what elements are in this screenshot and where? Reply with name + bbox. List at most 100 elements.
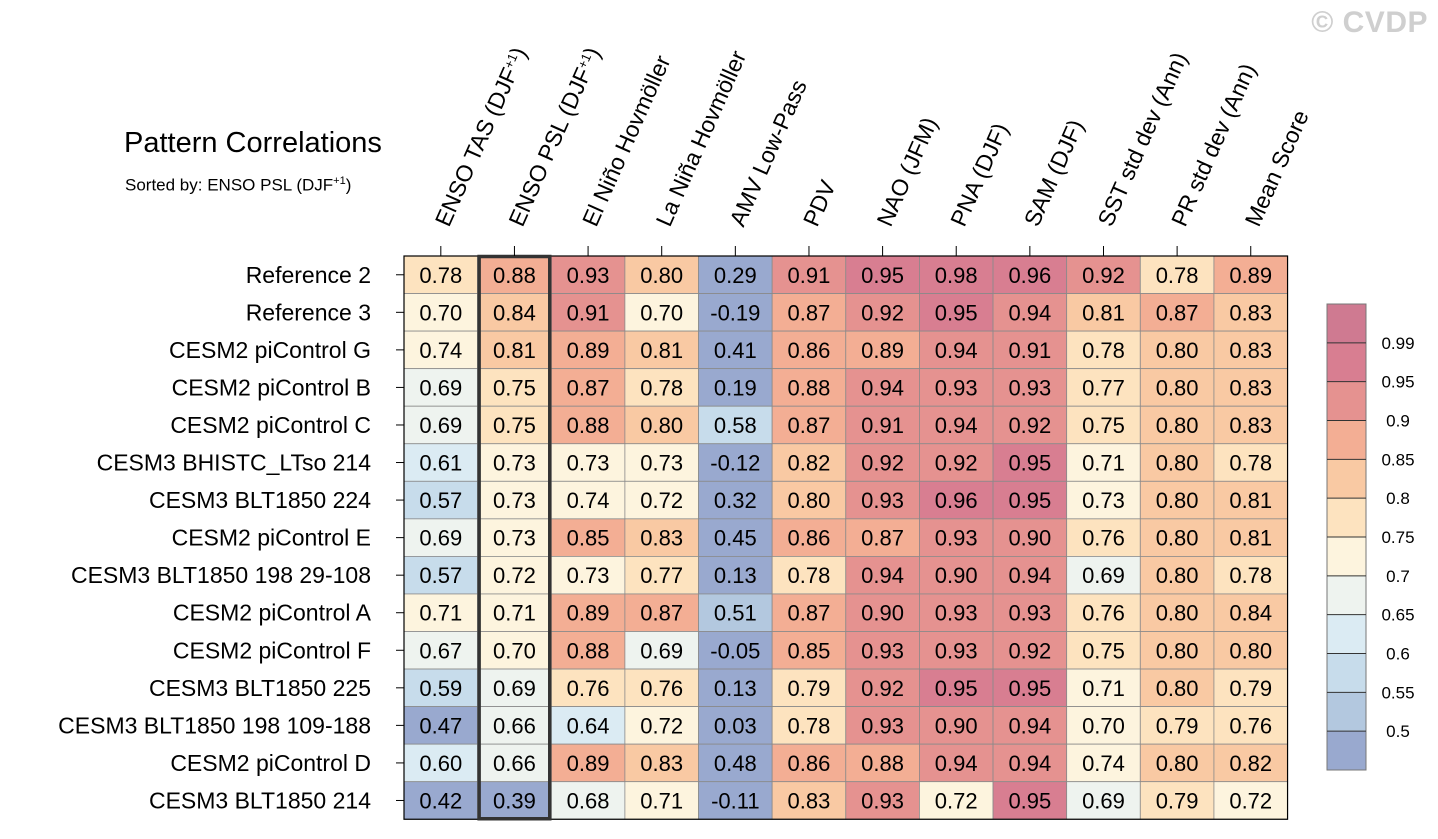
- heatmap-cell: [992, 631, 1068, 670]
- cell-value: 0.19: [714, 375, 757, 400]
- heatmap-cell: [550, 781, 626, 820]
- cell-value: 0.92: [861, 451, 904, 476]
- cell-value: 0.75: [1082, 413, 1125, 438]
- cell-value: 0.90: [935, 713, 978, 738]
- heatmap-cell: [1139, 480, 1215, 520]
- cell-value: -0.12: [710, 451, 760, 476]
- cell-value: 0.92: [861, 676, 904, 701]
- cell-value: 0.80: [1156, 563, 1199, 588]
- cell-value: 0.90: [935, 563, 978, 588]
- heatmap-cell: [403, 518, 479, 557]
- heatmap-cell: [919, 518, 994, 557]
- heatmap-cell: [1139, 593, 1215, 632]
- cell-value: 0.47: [419, 713, 462, 738]
- heatmap-cell: [550, 330, 626, 370]
- heatmap-cell: [477, 405, 552, 445]
- cell-value: 0.29: [714, 263, 757, 288]
- colorbar-bin: [1327, 304, 1366, 343]
- cell-value: 0.66: [493, 751, 536, 776]
- heatmap-cell: [992, 405, 1068, 445]
- cell-value: 0.80: [788, 488, 831, 513]
- cell-value: 0.57: [419, 488, 462, 513]
- heatmap-cell: [1139, 405, 1215, 445]
- cell-value: 0.75: [1082, 638, 1125, 663]
- cell-value: 0.93: [935, 526, 978, 551]
- cell-value: 0.94: [1008, 751, 1051, 776]
- cell-value: 0.91: [788, 263, 831, 288]
- heatmap-cell: [1139, 556, 1215, 595]
- colorbar-label: 0.65: [1381, 606, 1414, 625]
- heatmap-cell: [845, 293, 920, 332]
- cell-value: 0.75: [493, 413, 536, 438]
- column-label-superscript: +1: [500, 51, 520, 71]
- cell-value: 0.60: [419, 751, 462, 776]
- cell-value: 0.75: [493, 375, 536, 400]
- cell-value: 0.73: [640, 451, 683, 476]
- subtitle-close: ): [345, 175, 352, 195]
- cell-value: 0.83: [788, 788, 831, 813]
- cell-value: 0.87: [788, 300, 831, 325]
- cell-value: 0.81: [493, 338, 536, 363]
- heatmap-cell: [477, 556, 552, 595]
- cell-value: 0.82: [788, 451, 831, 476]
- cell-value: 0.80: [1156, 601, 1199, 626]
- heatmap-cell: [1213, 330, 1288, 370]
- cell-value: 0.76: [567, 676, 610, 701]
- heatmap-cell: [1139, 668, 1215, 707]
- cell-value: 0.78: [1229, 451, 1272, 476]
- heatmap-cell: [403, 743, 479, 783]
- cell-value: 0.73: [493, 488, 536, 513]
- heatmap-cell: [771, 518, 847, 557]
- heatmap-cell: [1139, 631, 1215, 670]
- cell-value: 0.73: [567, 563, 610, 588]
- cell-value: 0.85: [788, 638, 831, 663]
- cell-value: 0.74: [419, 338, 462, 363]
- colorbar-label: 0.95: [1381, 373, 1414, 392]
- heatmap-cell: [698, 518, 773, 557]
- row-label: Reference 2: [246, 262, 371, 288]
- cell-value: 0.80: [1156, 526, 1199, 551]
- cell-value: 0.78: [1082, 338, 1125, 363]
- cell-value: 0.71: [493, 601, 536, 626]
- cell-value: 0.89: [567, 338, 610, 363]
- cell-value: 0.80: [1156, 488, 1199, 513]
- cell-value: 0.95: [935, 300, 978, 325]
- cell-value: 0.61: [419, 451, 462, 476]
- heatmap-cell: [698, 443, 773, 482]
- cell-value: 0.93: [861, 488, 904, 513]
- heatmap-cell: [919, 480, 994, 520]
- cell-value: 0.73: [493, 451, 536, 476]
- heatmap-cell: [845, 556, 920, 595]
- cell-value: 0.80: [1156, 638, 1199, 663]
- cell-value: 0.58: [714, 413, 757, 438]
- heatmap-cell: [403, 255, 479, 294]
- heatmap-cell: [919, 631, 994, 670]
- cell-value: 0.80: [1156, 338, 1199, 363]
- cell-value: 0.59: [419, 676, 462, 701]
- cell-value: 0.83: [1229, 300, 1272, 325]
- heatmap-cell: [698, 593, 773, 632]
- heatmap-cell: [698, 668, 773, 707]
- chart-title: Pattern Correlations: [124, 127, 382, 159]
- heatmap-cell: [845, 443, 920, 482]
- cell-value: 0.93: [935, 601, 978, 626]
- cell-value: 0.91: [567, 300, 610, 325]
- heatmap-cell: [845, 781, 920, 820]
- subtitle-text: Sorted by: ENSO PSL (DJF: [125, 175, 334, 195]
- cell-value: 0.66: [493, 713, 536, 738]
- heatmap-cell: [477, 593, 552, 632]
- cell-value: 0.96: [1008, 263, 1051, 288]
- heatmap-cell: [550, 368, 626, 407]
- colorbar-label: 0.8: [1386, 489, 1410, 508]
- row-label: CESM2 piControl D: [170, 750, 371, 776]
- heatmap-cell: [624, 556, 699, 595]
- row-label: CESM3 BLT1850 225: [149, 675, 371, 701]
- column-label: PNA (DJF): [945, 119, 1013, 230]
- cell-value: 0.90: [1008, 526, 1051, 551]
- cell-value: 0.13: [714, 676, 757, 701]
- colorbar-label: 0.99: [1381, 334, 1414, 353]
- heatmap-cell: [624, 368, 699, 407]
- cell-value: 0.87: [1156, 300, 1199, 325]
- heatmap-cell: [1213, 368, 1288, 407]
